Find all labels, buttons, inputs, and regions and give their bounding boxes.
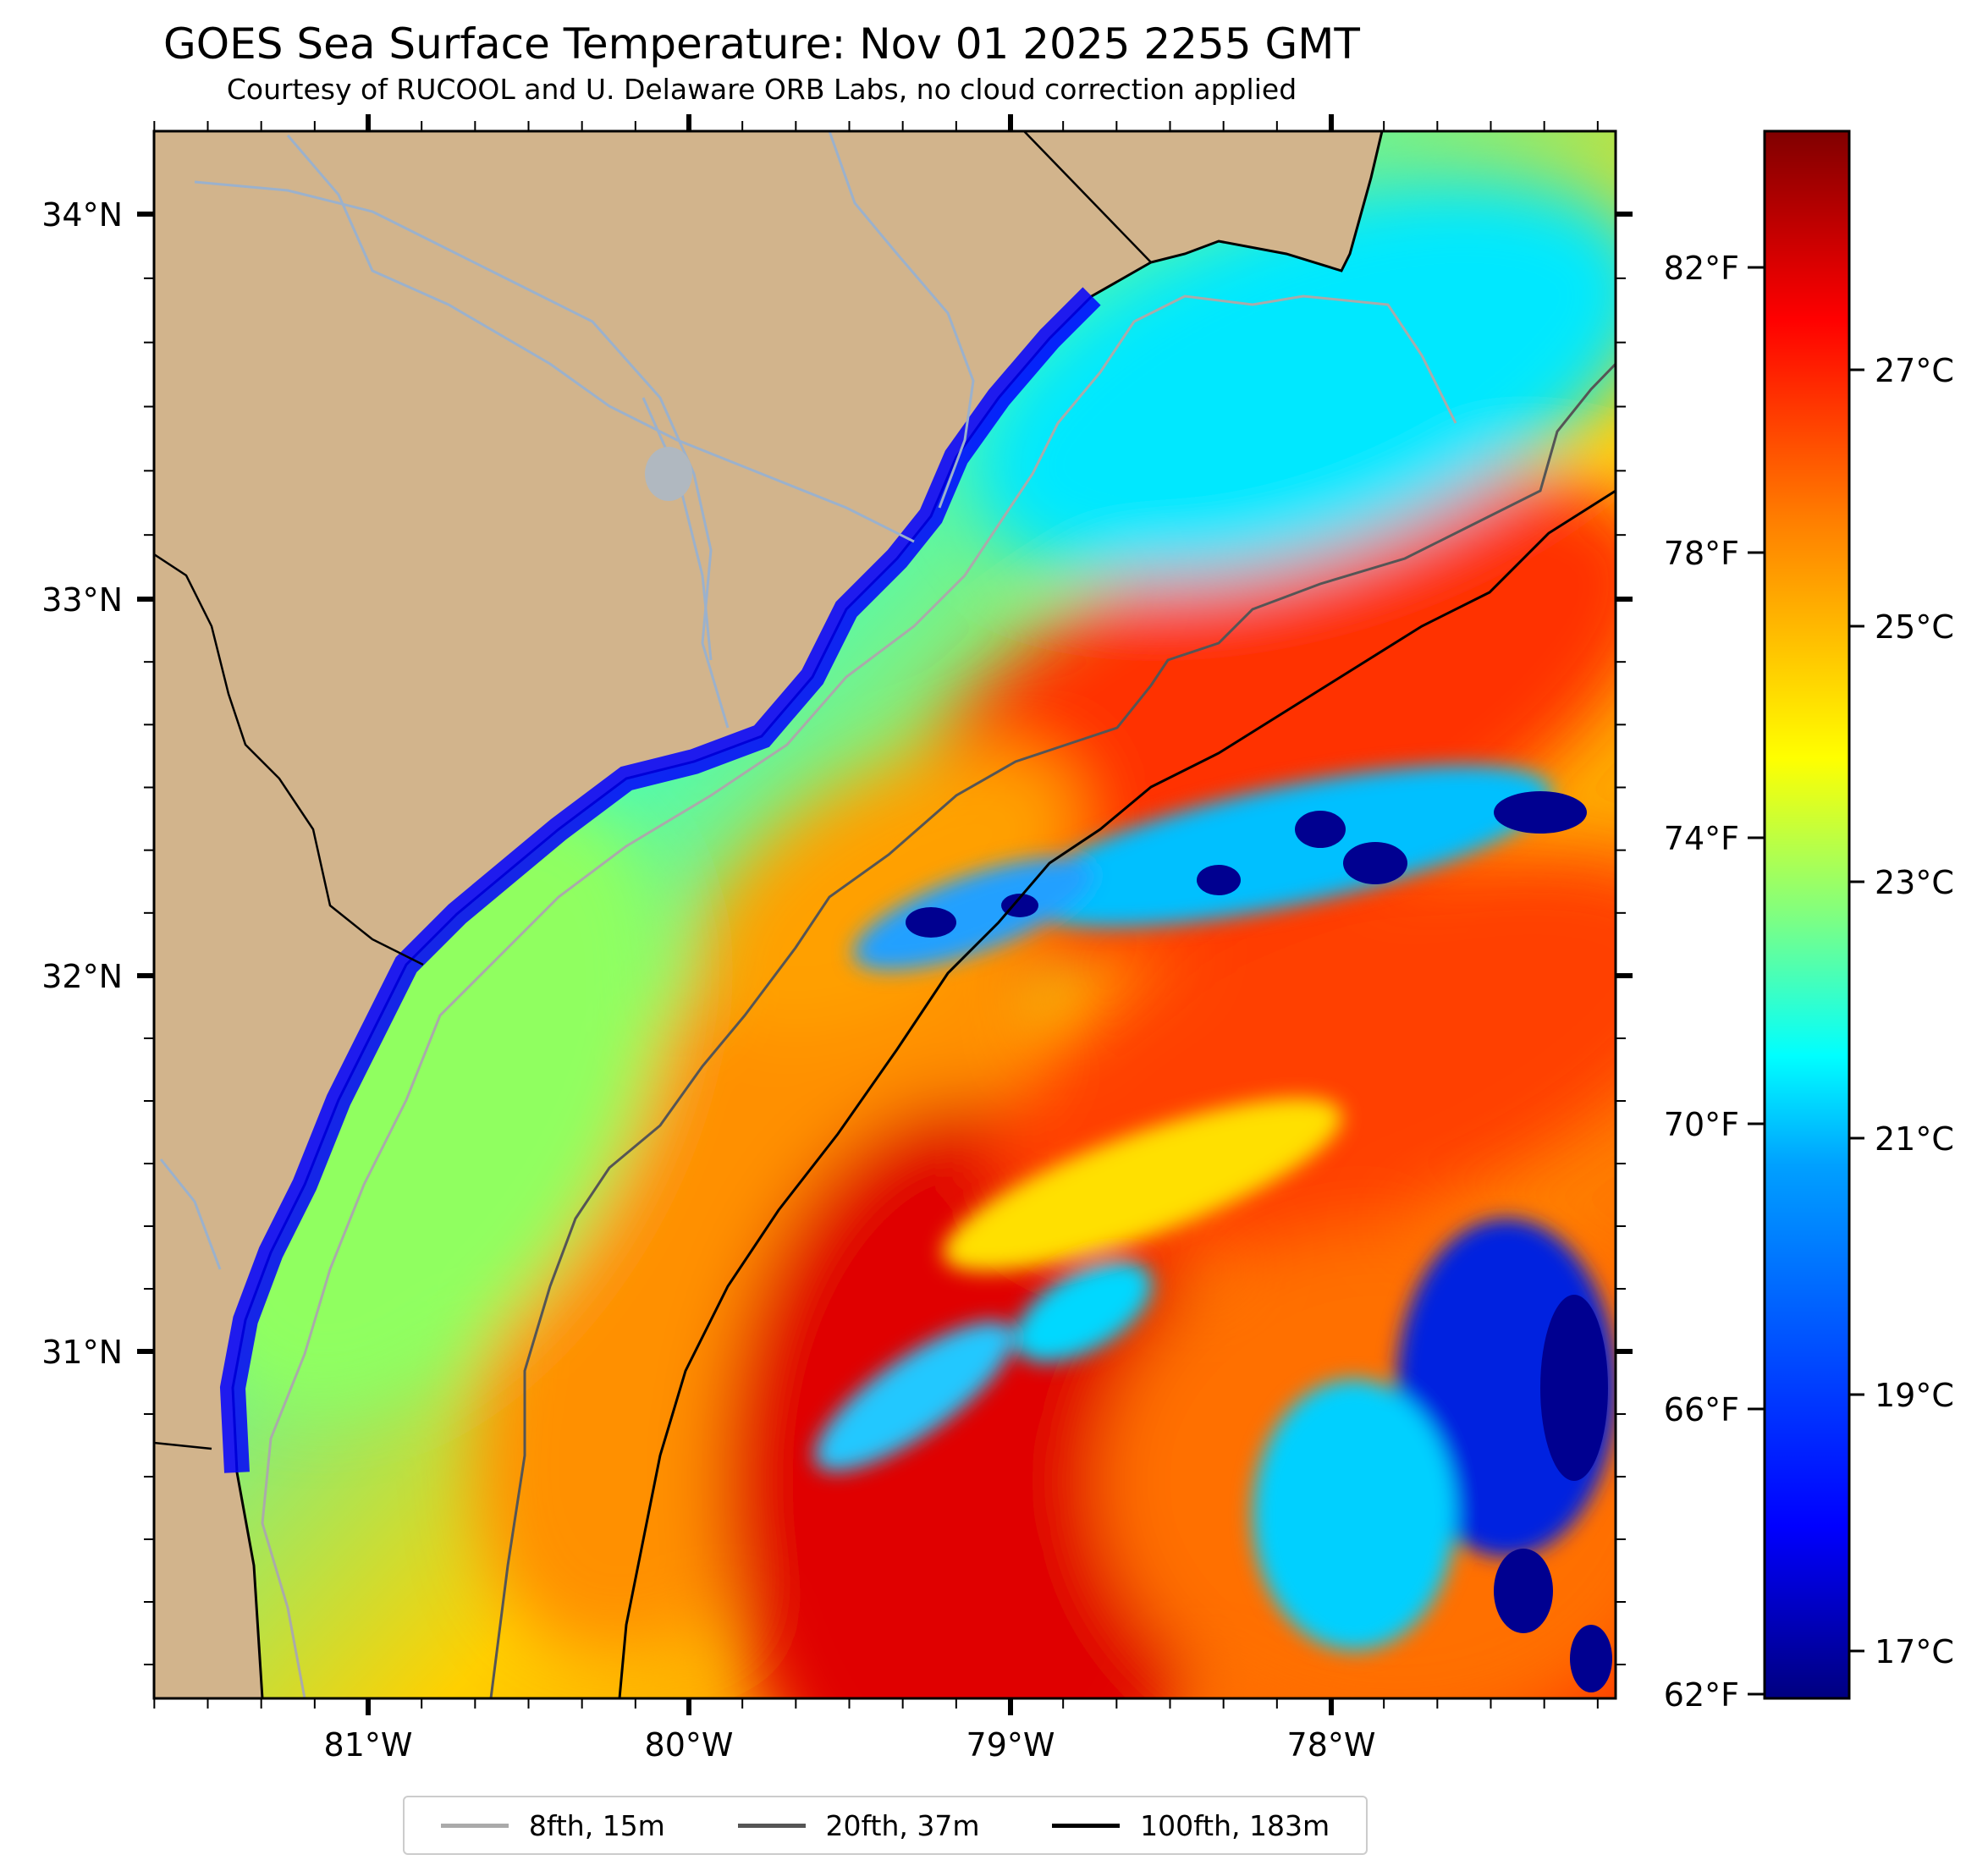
colorbar-c-label: 27°C [1875,352,1954,389]
legend-entry: 20fth, 37m [737,1808,980,1842]
colorbar-f-label: 66°F [1664,1391,1739,1428]
legend-entry: 100fth, 183m [1052,1809,1330,1842]
colorbar-f-label: 74°F [1664,820,1739,857]
isobath-100fth [618,489,1616,1698]
land-layer [154,131,1384,1698]
lon-label: 80°W [645,1726,734,1764]
isobaths [261,294,1616,1698]
legend-line-swatch [737,1823,806,1828]
cold-eddies [906,791,1612,1692]
colorbar-f-label: 70°F [1664,1106,1739,1143]
isobath-8fth [261,294,1457,1698]
legend-label: 100fth, 183m [1140,1808,1330,1842]
colorbar-c-label: 19°C [1875,1377,1954,1414]
colorbar-c-label: 23°C [1875,864,1954,901]
lat-axis: 34°N 33°N 32°N 31°N [41,196,1633,1665]
map-title: GOES Sea Surface Temperature: Nov 01 202… [163,19,1360,69]
legend-line-swatch [1052,1823,1121,1828]
colorbar-f-label: 82°F [1664,250,1739,287]
colorbar-c-label: 25°C [1875,608,1954,646]
lat-label: 33°N [41,581,123,619]
lat-label: 32°N [41,958,123,995]
lon-label: 81°W [324,1726,413,1764]
legend-line-swatch [440,1823,509,1828]
legend-entry: 8fth, 15m [440,1808,665,1842]
state-borders [154,131,1152,1450]
map-border [152,129,1617,1700]
colorbar-f-label: 62°F [1664,1676,1739,1714]
coastal-shelf-strip [219,287,1101,1473]
lat-label: 34°N [41,196,123,234]
colorbar-f-label: 78°F [1664,535,1739,572]
legend-label: 20fth, 37m [825,1808,980,1842]
isobath-legend: 8fth, 15m 20fth, 37m 100fth, 183m [403,1796,1368,1855]
legend-label: 8fth, 15m [528,1808,665,1842]
colorbar-gradient [1763,129,1851,1700]
rivers [159,131,975,1270]
colorbar-c-label: 17°C [1875,1633,1954,1670]
lat-label: 31°N [41,1334,123,1371]
colorbar: 82°F 78°F 74°F 70°F 66°F 62°F 27°C 25°C 23°C 21°C… [1664,129,1954,1714]
colorbar-c-label: 21°C [1875,1120,1954,1158]
lon-label: 79°W [966,1726,1055,1764]
isobath-20fth [489,362,1616,1698]
lon-axis: 81°W 80°W 79°W 78°W [153,114,1599,1764]
lon-label: 78°W [1287,1726,1376,1764]
map-subtitle: Courtesy of RUCOOL and U. Delaware ORB L… [226,73,1297,106]
lake [645,447,692,501]
